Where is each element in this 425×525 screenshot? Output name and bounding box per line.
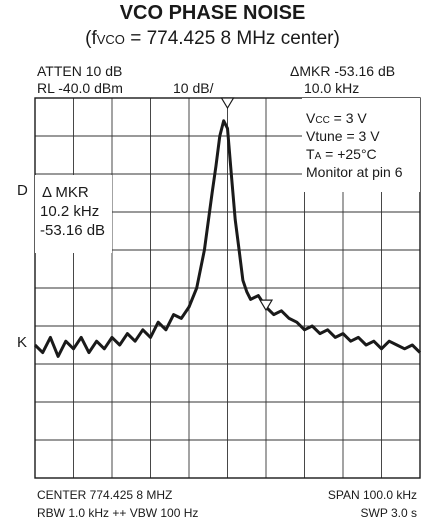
scale-label: 10 dB/ — [173, 80, 214, 96]
condition-monitor: Monitor at pin 6 — [306, 164, 403, 180]
delta-marker-icon — [258, 299, 274, 312]
condition-vtune-value: = 3 V — [342, 128, 380, 144]
condition-ta: TA = +25°C — [306, 146, 377, 162]
marker-glyphs — [220, 97, 274, 312]
atten-label: ATTEN 10 dB — [37, 63, 123, 79]
delta-marker-amp: MKR -53.16 dB — [299, 63, 396, 79]
subtitle-sub: VCO — [96, 32, 125, 47]
center-frequency: CENTER 774.425 8 MHZ — [37, 488, 173, 502]
sweep-time: SWP 3.0 s — [360, 506, 417, 520]
side-label-d: D — [17, 182, 28, 199]
ref-level-label: RL -40.0 dBm — [37, 80, 123, 96]
condition-vcc-sub: CC — [315, 115, 330, 126]
span: SPAN 100.0 kHz — [327, 488, 417, 502]
marker-box-freq: 10.2 kHz — [40, 203, 100, 220]
marker-box — [35, 175, 112, 253]
condition-ta-value: = +25°C — [321, 146, 377, 162]
condition-vcc-main: V — [306, 110, 316, 126]
reference-marker-icon — [220, 97, 235, 110]
delta-marker-freq: 10.0 kHz — [304, 80, 360, 96]
spectrum-trace — [33, 119, 422, 358]
delta-marker-readout: ΔMKR -53.16 dB — [290, 63, 395, 79]
condition-vcc-value: = 3 V — [329, 110, 367, 126]
condition-vtune: Vtune = 3 V — [306, 128, 380, 144]
subtitle-suffix: = 774.425 8 MHz center) — [124, 28, 340, 49]
rbw-vbw: RBW 1.0 kHz ++ VBW 100 Hz — [37, 506, 199, 520]
delta-symbol: Δ — [290, 63, 300, 79]
condition-ta-sub: A — [314, 151, 322, 162]
condition-vcc: VCC = 3 V — [306, 110, 367, 126]
side-label-k: K — [17, 334, 28, 351]
conditions-box — [302, 98, 420, 192]
chart-subtitle: (fVCO = 774.425 8 MHz center) — [0, 28, 425, 50]
marker-box-amp: -53.16 dB — [40, 222, 106, 239]
subtitle-prefix: (f — [85, 28, 97, 49]
condition-ta-main: T — [306, 146, 315, 162]
condition-vtune-main: Vtune — [306, 128, 343, 144]
chart-title: VCO PHASE NOISE — [119, 2, 306, 24]
marker-box-title: Δ MKR — [42, 184, 89, 201]
